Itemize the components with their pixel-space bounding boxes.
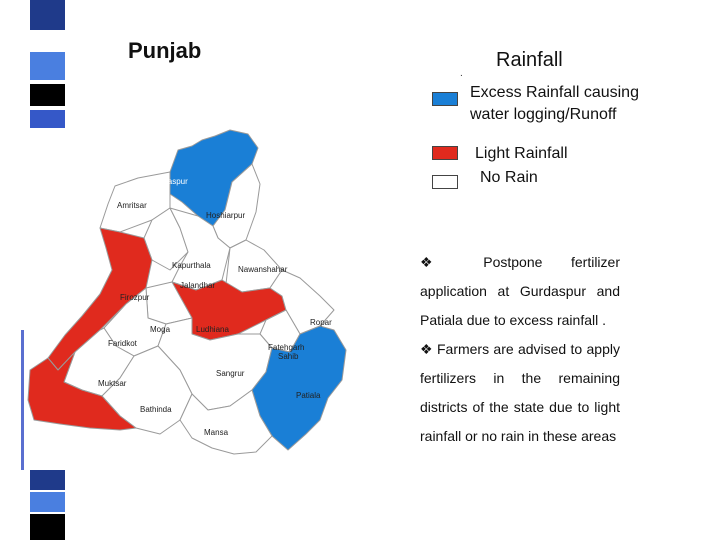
- strip-block: [30, 52, 65, 80]
- legend-swatch-none: [432, 175, 458, 189]
- strip-block: [30, 0, 65, 30]
- label-patiala: Patiala: [296, 391, 321, 400]
- advisory-text: ❖ Postpone fertilizer application at Gurd…: [420, 248, 620, 451]
- punjab-district-map: Gurdaspur Amritsar Hoshiarpur Kapurthala…: [27, 129, 347, 455]
- label-ludhiana: Ludhiana: [196, 325, 229, 334]
- strip-block: [30, 470, 65, 490]
- stray-dot: .: [460, 68, 463, 79]
- label-kapurthala: Kapurthala: [172, 261, 211, 270]
- legend-label-excess: Excess Rainfall causing water logging/Ru…: [470, 84, 639, 123]
- strip-block: [30, 492, 65, 512]
- district-gurdaspur: [169, 129, 259, 227]
- district-bathinda: [101, 345, 193, 435]
- legend-swatch-light: [432, 146, 458, 160]
- label-faridkot: Faridkot: [108, 339, 138, 348]
- advisory-item-2: ❖ Farmers are advised to apply fertilizer…: [420, 341, 620, 444]
- label-nawanshahar: Nawanshahar: [238, 265, 288, 274]
- district-southwest-red: [27, 351, 137, 431]
- page-title: Punjab: [128, 38, 202, 63]
- label-muktsar: Muktsar: [98, 379, 127, 388]
- legend-title: Rainfall: [496, 49, 563, 71]
- diamond-bullet-icon: ❖: [420, 254, 458, 270]
- label-sangrur: Sangrur: [216, 369, 245, 378]
- label-amritsar: Amritsar: [117, 201, 147, 210]
- label-fatehgarh-line2: Sahib: [278, 352, 299, 361]
- strip-block: [30, 30, 65, 52]
- district-mansa: [179, 389, 273, 455]
- strip-block: [30, 110, 65, 128]
- decorative-left-strip: [0, 0, 70, 540]
- label-mansa: Mansa: [204, 428, 229, 437]
- label-gurdaspur: Gurdaspur: [150, 177, 188, 186]
- label-firozpur: Firozpur: [120, 293, 150, 302]
- label-jalandhar: Jalandhar: [180, 281, 215, 290]
- label-ropar: Ropar: [310, 318, 332, 327]
- strip-block: [30, 84, 65, 106]
- label-bathinda: Bathinda: [140, 405, 172, 414]
- label-fatehgarh-line1: Fatehgarh: [268, 343, 304, 352]
- district-ropar: [269, 269, 335, 335]
- advisory-item-1: ❖ Postpone fertilizer: [420, 254, 620, 270]
- legend-swatch-excess: [432, 92, 458, 106]
- advisory-item-1-cont: application at Gurdaspur and Patiala due…: [420, 283, 620, 328]
- label-hoshiarpur: Hoshiarpur: [206, 211, 245, 220]
- legend-label-none: No Rain: [480, 169, 538, 186]
- diamond-bullet-icon: ❖: [420, 341, 433, 357]
- strip-line: [21, 330, 24, 470]
- legend-label-light: Light Rainfall: [475, 145, 568, 162]
- label-moga: Moga: [150, 325, 171, 334]
- strip-block: [30, 514, 65, 540]
